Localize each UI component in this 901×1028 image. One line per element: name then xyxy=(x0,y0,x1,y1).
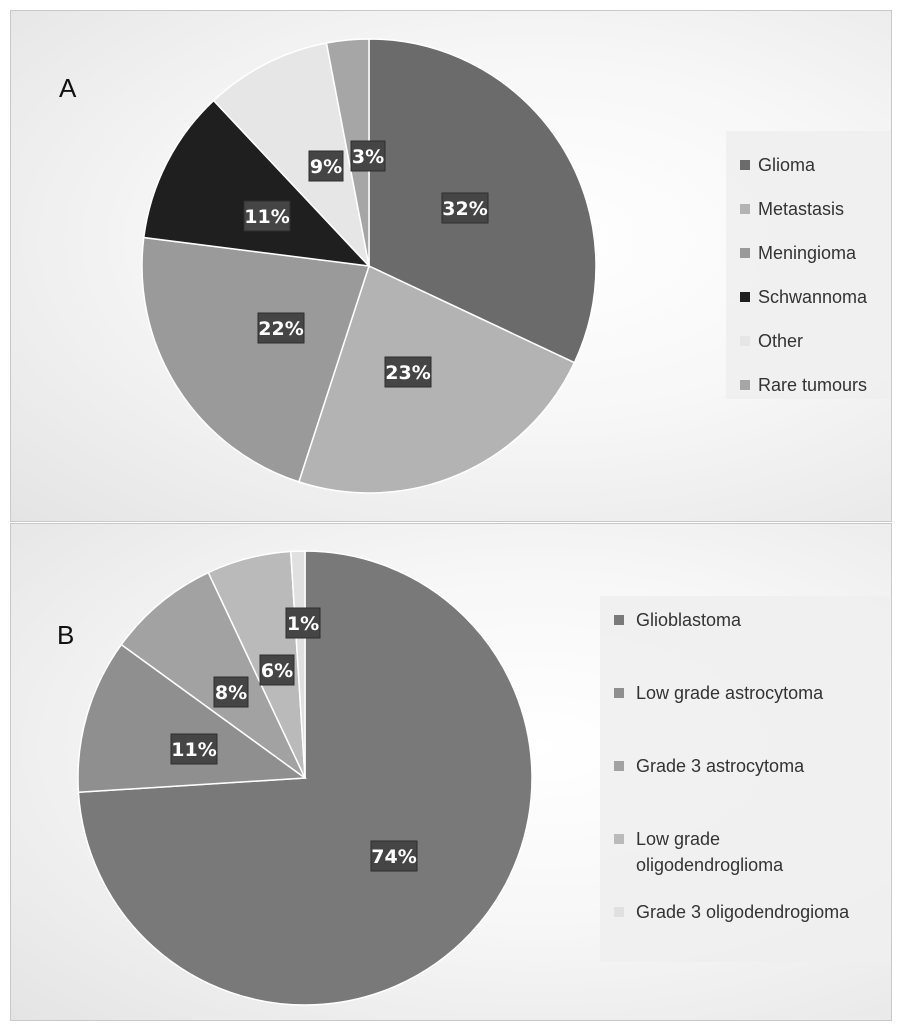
legend-swatch xyxy=(614,688,624,698)
data-label-rare-tumours: 3% xyxy=(350,140,386,172)
svg-text:9%: 9% xyxy=(310,156,342,178)
pie-slice-grade-3-astrocytoma xyxy=(120,571,306,779)
pie-slice-metastasis xyxy=(297,264,576,494)
legend-swatch xyxy=(740,292,750,302)
data-label-low-grade-oligodendroglioma: 6% xyxy=(259,654,295,686)
data-label-grade-3-astrocytoma: 8% xyxy=(213,676,249,708)
data-label-schwannoma: 11% xyxy=(243,200,291,232)
legend-label: oligodendroglioma xyxy=(636,855,784,875)
legend-item-glioblastoma: Glioblastoma xyxy=(614,607,741,633)
legend-swatch xyxy=(614,834,624,844)
svg-text:1%: 1% xyxy=(287,613,319,635)
legend-item-grade-3-oligodendrogioma: Grade 3 oligodendrogioma xyxy=(614,899,849,925)
legend-swatch xyxy=(740,204,750,214)
legend-swatch xyxy=(740,160,750,170)
legend-item-schwannoma: Schwannoma xyxy=(740,284,867,310)
legend-a: Glioma Metastasis Meningioma Schwannoma Othe… xyxy=(726,131,891,399)
svg-text:11%: 11% xyxy=(244,206,289,228)
svg-text:74%: 74% xyxy=(371,846,416,868)
svg-text:23%: 23% xyxy=(385,362,430,384)
legend-item-meningioma: Meningioma xyxy=(740,240,856,266)
legend-item-grade-3-astrocytoma: Grade 3 astrocytoma xyxy=(614,753,804,779)
legend-item-metastasis: Metastasis xyxy=(740,196,844,222)
pie-chart-b: 74% 11% 8% 6% 1% xyxy=(77,550,533,1006)
data-label-meningioma: 22% xyxy=(257,312,305,344)
svg-text:32%: 32% xyxy=(442,198,487,220)
legend-item-glioma: Glioma xyxy=(740,152,815,178)
legend-swatch xyxy=(614,615,624,625)
svg-text:8%: 8% xyxy=(215,682,247,704)
legend-label: Low grade astrocytoma xyxy=(636,683,824,703)
legend-label: Rare tumours xyxy=(758,375,868,395)
legend-item-other: Other xyxy=(740,328,803,354)
legend-label: Other xyxy=(758,331,804,351)
panel-label-a: A xyxy=(59,73,77,103)
legend-label: Grade 3 astrocytoma xyxy=(636,756,805,776)
data-label-grade-3-oligodendrogioma: 1% xyxy=(285,607,321,639)
panel-label-b: B xyxy=(57,620,75,650)
data-label-glioma: 32% xyxy=(441,192,489,224)
legend-swatch xyxy=(614,761,624,771)
pie-slice-other xyxy=(212,42,371,269)
chart-panel-b: B 74% 11% 8% 6% 1% Glioblastoma Low grade ast… xyxy=(10,523,892,1021)
svg-text:3%: 3% xyxy=(352,146,384,168)
legend-swatch xyxy=(740,248,750,258)
legend-label: Glioblastoma xyxy=(636,610,742,630)
data-label-metastasis: 23% xyxy=(384,356,432,388)
legend-label: Low grade xyxy=(636,829,721,849)
legend-swatch xyxy=(740,336,750,346)
data-label-glioblastoma: 74% xyxy=(370,840,418,872)
legend-item-rare-tumours: Rare tumours xyxy=(740,372,867,398)
svg-text:11%: 11% xyxy=(171,739,216,761)
legend-swatch xyxy=(614,907,624,917)
data-label-other: 9% xyxy=(308,150,344,182)
legend-item-low-grade-oligodendroglioma: Low grade oligodendroglioma xyxy=(614,826,783,878)
legend-item-low-grade-astrocytoma: Low grade astrocytoma xyxy=(614,680,823,706)
pie-chart-a: 32% 23% 22% 11% 9% 3% xyxy=(141,38,597,494)
pie-slice-rare-tumours xyxy=(325,38,370,267)
chart-panel-a: A 32% 23% 22% 11% 9% 3% Glioma Metastasis Menin… xyxy=(10,10,892,522)
legend-label: Metastasis xyxy=(758,199,845,219)
legend-label: Grade 3 oligodendrogioma xyxy=(636,902,850,922)
legend-label: Meningioma xyxy=(758,243,857,263)
pie-slice-meningioma xyxy=(141,236,370,483)
legend-label: Schwannoma xyxy=(758,287,868,307)
legend-label: Glioma xyxy=(758,155,816,175)
pie-slice-schwannoma xyxy=(142,99,371,268)
svg-text:6%: 6% xyxy=(261,660,293,682)
pie-slice-low-grade-astrocytoma xyxy=(77,643,308,794)
legend-b: Glioblastoma Low grade astrocytoma Grade 3… xyxy=(600,596,890,962)
legend-swatch xyxy=(740,380,750,390)
svg-text:22%: 22% xyxy=(258,318,303,340)
data-label-low-grade-astrocytoma: 11% xyxy=(170,733,218,765)
